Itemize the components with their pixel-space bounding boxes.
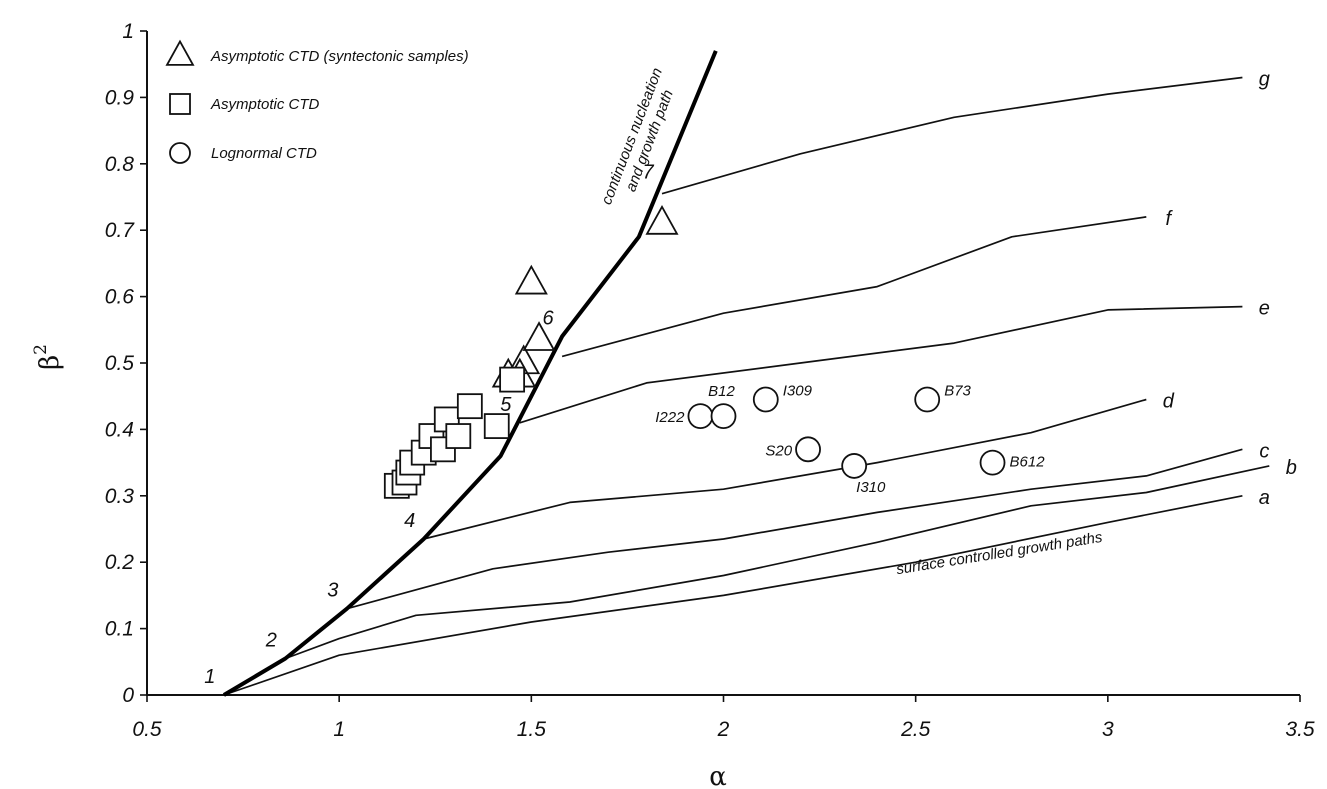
triangle-point (522, 321, 556, 351)
path-point-label-3: 3 (327, 580, 338, 602)
square-point (499, 366, 526, 393)
legend-circle-icon (169, 142, 191, 164)
y-tick-label: 0.9 (105, 86, 135, 109)
triangle-point (645, 204, 679, 235)
main-path: 1 2 3 4 5 6 7 (204, 50, 718, 697)
growth-path-c (346, 448, 1243, 610)
x-tick-label: 0.5 (132, 718, 162, 741)
continuous-nucleation-path (222, 50, 718, 697)
square-point (483, 413, 510, 439)
growth-path-d (423, 398, 1147, 540)
growth-path-b (285, 465, 1270, 660)
y-tick-label: 0.6 (105, 286, 135, 309)
x-axis-label: α (709, 762, 727, 789)
surface-paths-annotation: surface controlled growth paths (895, 529, 1104, 578)
path-point-label-1: 1 (204, 666, 215, 688)
legend-label-square: Asymptotic CTD (210, 96, 320, 113)
circle-point (710, 403, 737, 430)
y-tick-label: 0.1 (105, 618, 134, 641)
y-axis-label-superscript: 2 (31, 344, 51, 355)
x-tick-label: 2.5 (900, 718, 931, 741)
path-point-label-6: 6 (543, 307, 555, 329)
growth-path-label-f: f (1165, 208, 1173, 230)
growth-path-label-e: e (1259, 298, 1270, 320)
growth-path-label-d: d (1163, 391, 1175, 413)
y-axis-label-base: β (35, 355, 65, 370)
y-tick-label: 0.4 (105, 418, 134, 441)
growth-path-e (519, 305, 1243, 424)
surface-paths: abc d e f g (223, 68, 1297, 696)
legend: Asymptotic CTD (syntectonic samples) Asym… (165, 39, 469, 164)
legend-triangle-icon (165, 39, 195, 66)
sample-label-s20: S20 (765, 442, 792, 459)
path-point-label-7: 7 (642, 161, 654, 183)
sample-label-i310: I310 (856, 479, 886, 496)
y-tick-label: 0.3 (105, 485, 135, 508)
sample-label-b73: B73 (944, 383, 971, 400)
growth-path-f (561, 216, 1147, 358)
legend-label-circle: Lognormal CTD (211, 145, 317, 162)
x-tick-label: 3 (1102, 718, 1114, 741)
x-tick-label: 2 (717, 718, 730, 741)
square-point (456, 393, 483, 420)
data-points: I222 B12 I309 S20 I310 B73 B612 (383, 204, 1046, 499)
growth-path-label-b: b (1286, 457, 1297, 479)
y-tick-label: 1 (122, 20, 134, 43)
sample-label-b612: B612 (1010, 454, 1046, 471)
circle-point (687, 403, 714, 430)
y-tick-label: 0.8 (105, 153, 135, 176)
legend-square-icon (169, 93, 191, 115)
y-tick-label: 0.5 (105, 352, 135, 375)
y-tick-label: 0.2 (105, 551, 135, 574)
triangle-point (514, 264, 548, 295)
legend-label-triangle: Asymptotic CTD (syntectonic samples) (210, 48, 469, 65)
sample-label-i309: I309 (783, 383, 813, 400)
growth-path-label-a: a (1259, 487, 1270, 509)
y-tick-label: 0 (122, 684, 134, 707)
sample-label-i222: I222 (655, 409, 685, 426)
x-tick-label: 3.5 (1285, 718, 1315, 741)
sample-label-b12: B12 (708, 383, 735, 400)
y-axis-label: β2 (31, 344, 65, 370)
y-tick-label: 0.7 (105, 219, 136, 242)
growth-path-label-g: g (1259, 68, 1270, 90)
growth-path-label-c: c (1259, 440, 1269, 462)
path-point-label-5: 5 (500, 394, 512, 416)
circle-point (795, 436, 821, 463)
circle-point (914, 386, 941, 413)
path-point-label-2: 2 (265, 629, 277, 651)
circle-point (841, 453, 868, 479)
ticks: 0 0.1 0.2 0.3 0.4 0.5 0.6 0.7 0.8 0.9 1 0.5 1 1.5 2 2.5… (105, 20, 1315, 741)
growth-path-a (223, 494, 1243, 696)
square-point (445, 423, 472, 449)
path-point-label-4: 4 (404, 510, 415, 532)
growth-path-g (661, 76, 1243, 195)
circle-point (979, 449, 1006, 476)
x-tick-label: 1.5 (517, 718, 547, 741)
circle-point (752, 386, 779, 413)
x-tick-label: 1 (333, 718, 345, 741)
